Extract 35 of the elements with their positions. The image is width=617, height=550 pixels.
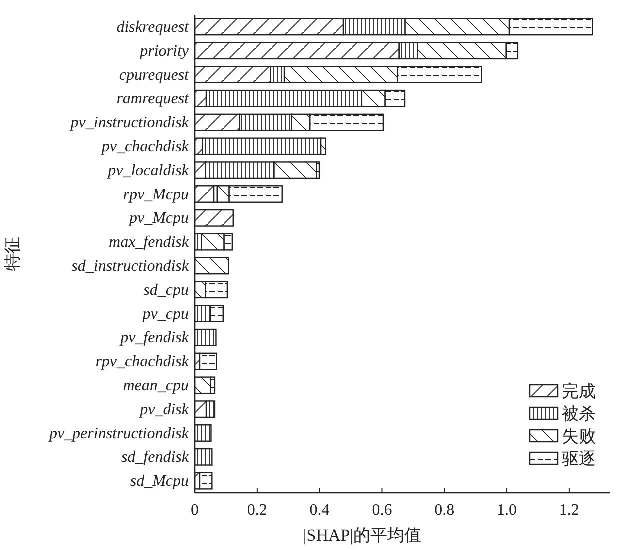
y-tick-label: rpv_chachdisk (96, 354, 190, 371)
y-tick-label: pv_fendisk (120, 330, 190, 347)
legend-label: 失败 (562, 427, 596, 446)
x-tick-label: 0.8 (434, 502, 455, 519)
y-tick-label: pv_localdisk (107, 162, 190, 180)
y-tick-label: pv_cpu (142, 306, 189, 323)
x-tick-label: 0.2 (247, 502, 268, 519)
y-tick-label: mean_cpu (123, 377, 189, 394)
y-tick-label: priority (139, 42, 190, 60)
x-tick-label: 1.0 (497, 502, 518, 519)
y-tick-label: diskrequest (116, 18, 190, 36)
x-axis-title: |SHAP|的平均值 (303, 526, 422, 545)
y-tick-label: rpv_Mcpu (123, 186, 189, 204)
x-tick-label: 1.2 (559, 502, 580, 519)
x-tick-label: 0.6 (372, 502, 392, 519)
y-tick-label: cpurequest (119, 66, 190, 84)
y-tick-label: sd_Mcpu (130, 473, 189, 490)
y-tick-label: sd_fendisk (121, 449, 190, 466)
y-tick-label: sd_cpu (144, 282, 189, 299)
y-tick-label: pv_chachdisk (100, 138, 190, 156)
legend-label: 完成 (562, 382, 596, 401)
y-tick-label: pv_instructiondisk (70, 114, 190, 132)
legend-label: 驱逐 (562, 450, 596, 468)
x-tick-label: 0 (191, 502, 199, 519)
y-tick-label: sd_instructiondisk (72, 258, 190, 275)
y-tick-label: pv_Mcpu (128, 210, 189, 228)
legend-label: 被杀 (562, 404, 596, 424)
y-tick-label: ramrequest (116, 90, 190, 108)
bar (199, 352, 218, 370)
y-tick-label: pv_perinstructiondisk (48, 425, 190, 442)
y-tick-label: max_fendisk (109, 234, 190, 252)
y-axis-title: 特征 (3, 237, 22, 271)
y-tick-label: pv_disk (139, 401, 190, 418)
bar (199, 472, 213, 490)
x-tick-label: 0.4 (310, 502, 330, 519)
